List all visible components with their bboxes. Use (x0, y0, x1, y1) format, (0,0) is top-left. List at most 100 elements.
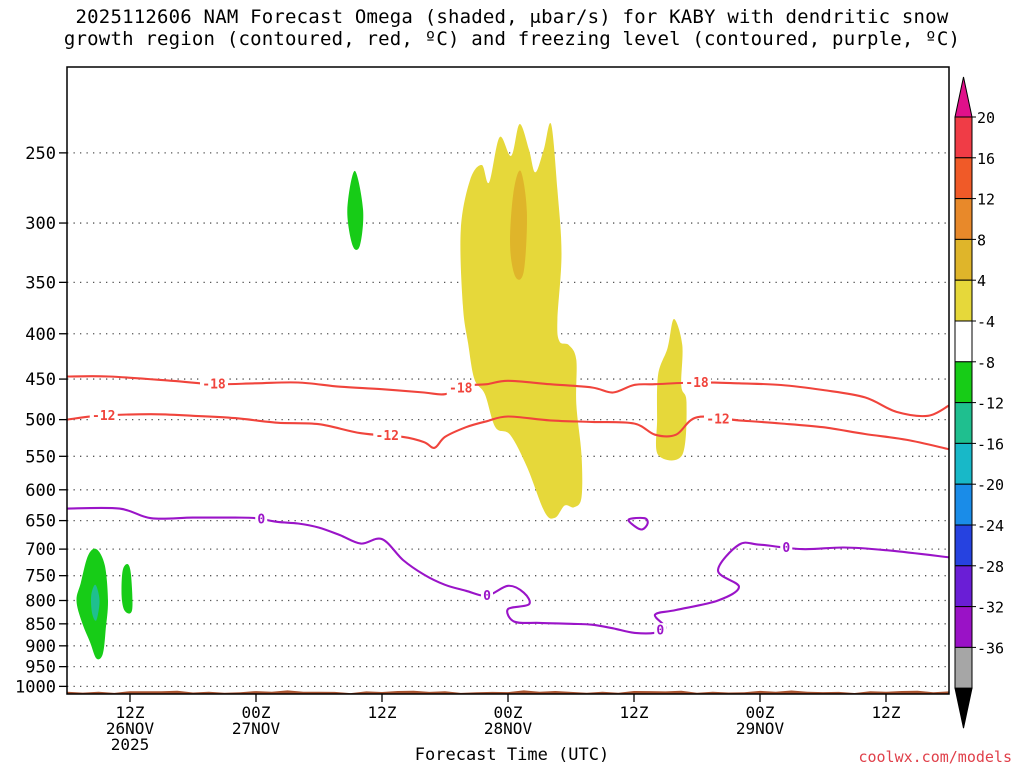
omega-region-omega-max-core (510, 170, 527, 280)
colorbar-label-1: 16 (977, 150, 995, 168)
contour-label-bg-12-1-0 (89, 408, 118, 423)
x-tick-label-54-0: 12Z (620, 703, 649, 722)
colorbar-band-11 (954, 565, 973, 608)
colorbar-band-5 (954, 320, 973, 363)
colorbar-band-12 (954, 606, 973, 648)
contour-line-0-2 (67, 506, 949, 635)
contour-label-12-1-2: -12 (706, 412, 729, 427)
y-tick-label-650: 650 (25, 512, 56, 532)
colorbar-label-3: 8 (977, 231, 986, 249)
colorbar-label-10: -24 (977, 517, 1004, 535)
colorbar-label-13: -36 (977, 639, 1004, 657)
x-tick-label-78-0: 12Z (872, 703, 901, 722)
colorbar-band-4 (954, 279, 973, 322)
colorbar-band-3 (954, 238, 973, 281)
y-tick-label-250: 250 (25, 144, 56, 164)
chart-title: 2025112606 NAM Forecast Omega (shaded, μ… (0, 6, 1024, 50)
contour-label-bg-0-2-2 (654, 623, 667, 638)
contour-label-18-0-2: -18 (685, 376, 709, 391)
y-tick-label-900: 900 (25, 637, 56, 657)
colorbar-top-arrow (954, 76, 973, 118)
x-tick-label-42-0: 00Z (494, 703, 523, 722)
y-axis: 2503003504004505005506006507007508008509… (15, 144, 67, 697)
terrain (67, 690, 949, 694)
colorbar-label-9: -20 (977, 476, 1004, 494)
y-tick-label-550: 550 (25, 447, 56, 467)
y-tick-label-800: 800 (25, 592, 56, 612)
contour-label-0-2-1: 0 (483, 589, 491, 604)
grid-lines (67, 152, 949, 688)
contour-label-0-2-0: 0 (257, 513, 265, 528)
omega-region-sinking-core-low-levels (90, 584, 100, 621)
contour-lines (67, 375, 949, 635)
contour-label-bg-18-0-2 (683, 375, 711, 390)
colorbar-band-1 (954, 157, 973, 200)
contour-label-bg-0-2-3 (780, 540, 793, 555)
x-axis-title: Forecast Time (UTC) (414, 745, 610, 765)
y-tick-label-350: 350 (25, 273, 56, 293)
contour-line-18-0 (67, 375, 949, 418)
colorbar-band-10 (954, 524, 973, 567)
terrain-fill (67, 690, 949, 694)
y-tick-label-400: 400 (25, 325, 56, 345)
y-tick-label-1000: 1000 (15, 677, 56, 697)
colorbar-label-12: -32 (977, 599, 1004, 617)
y-tick-label-750: 750 (25, 567, 56, 587)
contour-label-bg-12-1-1 (373, 428, 402, 443)
omega-region-sinking-column-300mb (347, 170, 364, 250)
credit-link[interactable]: coolwx.com/models (858, 748, 1012, 766)
contour-line-12-1 (67, 413, 949, 451)
x-tick-label-18-1: 27NOV (232, 719, 281, 738)
contour-label-12-1-1: -12 (376, 429, 399, 444)
colorbar-label-0: 20 (977, 109, 995, 127)
x-tick-label-18-0: 00Z (242, 703, 271, 722)
colorbar-band-6 (954, 361, 973, 404)
contour-label-bg-0-2-0 (255, 512, 268, 527)
y-tick-label-450: 450 (25, 370, 56, 390)
x-tick-label-6-1: 26NOV (106, 719, 155, 738)
contour-label-bg-0-2-1 (481, 588, 493, 603)
colorbar-band-7 (954, 402, 973, 444)
colorbar-band-8 (954, 442, 973, 485)
contour-label-0-2-2: 0 (656, 624, 664, 639)
x-tick-label-66-1: 29NOV (736, 719, 785, 738)
y-tick-label-700: 700 (25, 540, 56, 560)
colorbar-label-2: 12 (977, 191, 995, 209)
y-tick-label-300: 300 (25, 214, 56, 234)
chart-title-line-2: growth region (contoured, red, ºC) and f… (63, 28, 961, 50)
y-tick-label-500: 500 (25, 411, 56, 431)
colorbar-band-9 (954, 483, 973, 526)
colorbar-label-6: -8 (977, 354, 995, 372)
contour-label-bg-18-0-1 (446, 380, 475, 395)
colorbar-label-4: 4 (977, 272, 986, 290)
omega-region-sinking-column-low-levels-2 (121, 563, 133, 614)
x-tick-label-66-0: 00Z (746, 703, 775, 722)
colorbar-band-0 (954, 116, 973, 159)
contour-label-12-1-0: -12 (92, 409, 115, 424)
x-tick-label-6-2: 2025 (111, 735, 150, 754)
y-tick-label-600: 600 (25, 481, 56, 501)
colorbar-label-5: -4 (977, 313, 995, 331)
colorbar-bottom-arrow (954, 687, 973, 729)
contour-label-bg-12-1-2 (704, 411, 732, 426)
x-tick-label-6-0: 12Z (116, 703, 145, 722)
colorbar-band-2 (954, 198, 973, 240)
chart-title-line-1: 2025112606 NAM Forecast Omega (shaded, μ… (75, 6, 949, 28)
colorbar-band-13 (954, 646, 973, 689)
contour-labels: -18 -18 -18 -12 -12 -12 0 0 0 0 (89, 375, 793, 639)
colorbar-label-8: -16 (977, 435, 1004, 453)
omega-region-small-plume-29nov (655, 318, 687, 461)
contour-label-18-0-1: -18 (449, 381, 473, 396)
colorbar-label-7: -12 (977, 395, 1004, 413)
colorbar-label-11: -28 (977, 558, 1004, 576)
contour-label-18-0-0: -18 (202, 378, 226, 393)
x-tick-label-42-1: 28NOV (484, 719, 533, 738)
contour-label-0-2-3: 0 (782, 541, 790, 556)
y-tick-label-850: 850 (25, 615, 56, 635)
y-tick-label-950: 950 (25, 658, 56, 678)
x-tick-label-30-0: 12Z (368, 703, 397, 722)
contour-label-bg-18-0-0 (200, 377, 228, 392)
closed-contour-0-0 (627, 516, 649, 531)
